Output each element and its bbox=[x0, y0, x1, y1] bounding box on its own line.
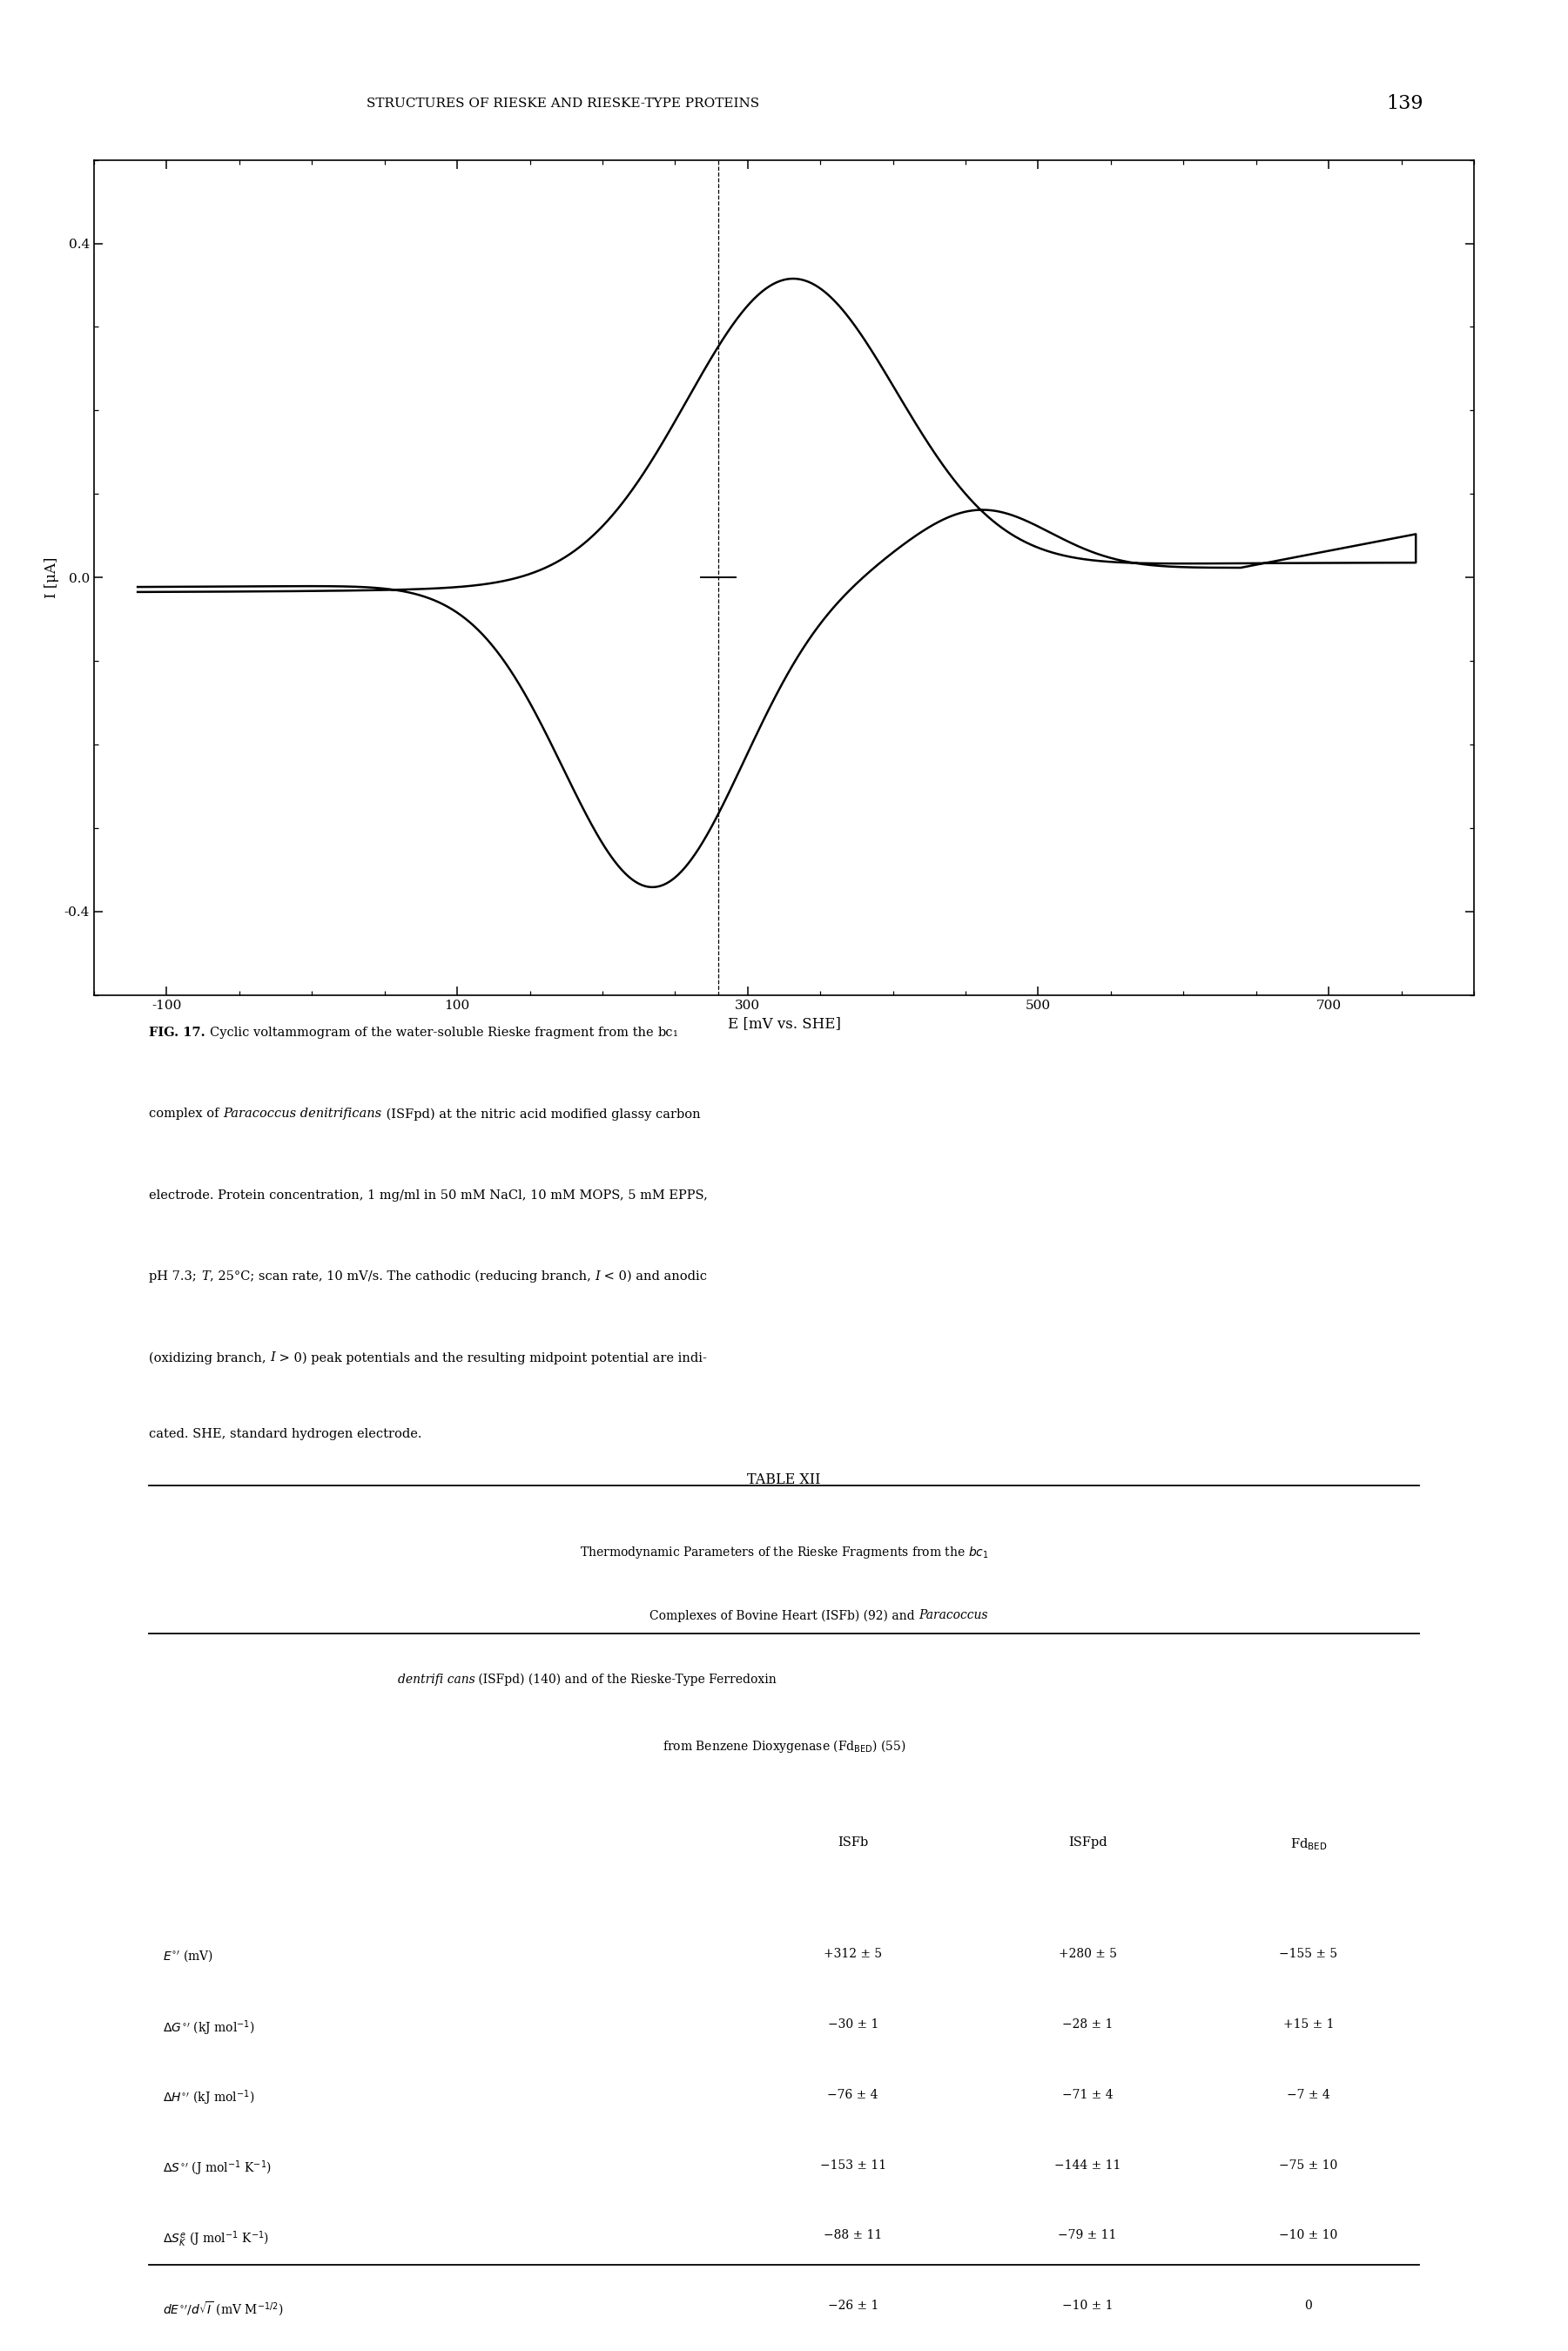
Text: −28 ± 1: −28 ± 1 bbox=[1062, 2020, 1113, 2031]
Text: TABLE XII: TABLE XII bbox=[748, 1472, 820, 1486]
Text: electrode. Protein concentration, 1 mg/ml in 50 mM NaCl, 10 mM MOPS, 5 mM EPPS,: electrode. Protein concentration, 1 mg/m… bbox=[149, 1190, 709, 1201]
Text: −26 ± 1: −26 ± 1 bbox=[828, 2299, 878, 2311]
Text: −88 ± 11: −88 ± 11 bbox=[823, 2229, 883, 2241]
Text: 0: 0 bbox=[1305, 2299, 1312, 2311]
Text: (ISFpd) (140) and of the Rieske-Type Ferredoxin: (ISFpd) (140) and of the Rieske-Type Fer… bbox=[475, 1674, 776, 1686]
Text: $\Delta H^{\circ\prime}$ (kJ mol$^{-1}$): $\Delta H^{\circ\prime}$ (kJ mol$^{-1}$) bbox=[163, 2088, 254, 2106]
Y-axis label: I [μA]: I [μA] bbox=[44, 557, 60, 597]
Text: dentrifi cans: dentrifi cans bbox=[398, 1674, 475, 1686]
Text: Cyclic voltammogram of the water-soluble Rieske fragment from the: Cyclic voltammogram of the water-soluble… bbox=[210, 1027, 657, 1039]
Text: cated. SHE, standard hydrogen electrode.: cated. SHE, standard hydrogen electrode. bbox=[149, 1429, 422, 1441]
Text: Fd$_{\mathrm{BED}}$: Fd$_{\mathrm{BED}}$ bbox=[1290, 1836, 1327, 1853]
Text: Thermodynamic Parameters of the Rieske Fragments from the $bc_1$: Thermodynamic Parameters of the Rieske F… bbox=[580, 1545, 988, 1561]
Text: > 0) peak potentials and the resulting midpoint potential are indi-: > 0) peak potentials and the resulting m… bbox=[276, 1352, 707, 1364]
Text: T: T bbox=[201, 1270, 210, 1284]
Text: −153 ± 11: −153 ± 11 bbox=[820, 2158, 886, 2172]
Text: (oxidizing branch,: (oxidizing branch, bbox=[149, 1352, 271, 1364]
Text: $\Delta S^e_K$ (J mol$^{-1}$ K$^{-1}$): $\Delta S^e_K$ (J mol$^{-1}$ K$^{-1}$) bbox=[163, 2229, 270, 2250]
Text: , 25°C; scan rate, 10 mV/s. The cathodic (reducing branch,: , 25°C; scan rate, 10 mV/s. The cathodic… bbox=[210, 1270, 594, 1284]
Text: −75 ± 10: −75 ± 10 bbox=[1279, 2158, 1338, 2172]
Text: −144 ± 11: −144 ± 11 bbox=[1054, 2158, 1121, 2172]
Text: I: I bbox=[594, 1270, 599, 1284]
Text: +15 ± 1: +15 ± 1 bbox=[1283, 2020, 1334, 2031]
Text: −79 ± 11: −79 ± 11 bbox=[1058, 2229, 1116, 2241]
Text: STRUCTURES OF RIESKE AND RIESKE-TYPE PROTEINS: STRUCTURES OF RIESKE AND RIESKE-TYPE PRO… bbox=[367, 96, 759, 110]
Text: bc: bc bbox=[657, 1027, 673, 1039]
Text: ISFpd: ISFpd bbox=[1068, 1836, 1107, 1848]
Text: I: I bbox=[271, 1352, 276, 1364]
Text: pH 7.3;: pH 7.3; bbox=[149, 1270, 201, 1284]
Text: Complexes of Bovine Heart (ISFb) (92) and: Complexes of Bovine Heart (ISFb) (92) an… bbox=[649, 1610, 919, 1622]
Text: FIG. 17.: FIG. 17. bbox=[149, 1027, 210, 1039]
Text: 139: 139 bbox=[1386, 94, 1424, 113]
Text: +312 ± 5: +312 ± 5 bbox=[823, 1949, 883, 1961]
X-axis label: E [mV vs. SHE]: E [mV vs. SHE] bbox=[728, 1016, 840, 1032]
Text: −155 ± 5: −155 ± 5 bbox=[1279, 1949, 1338, 1961]
Text: −10 ± 10: −10 ± 10 bbox=[1279, 2229, 1338, 2241]
Text: −10 ± 1: −10 ± 1 bbox=[1062, 2299, 1113, 2311]
Text: < 0) and anodic: < 0) and anodic bbox=[599, 1270, 707, 1284]
Text: −71 ± 4: −71 ± 4 bbox=[1062, 2088, 1113, 2102]
Text: from Benzene Dioxygenase (Fd$_{\mathrm{BED}}$) (55): from Benzene Dioxygenase (Fd$_{\mathrm{B… bbox=[662, 1737, 906, 1754]
Text: ISFb: ISFb bbox=[837, 1836, 869, 1848]
Text: (ISFpd) at the nitric acid modified glassy carbon: (ISFpd) at the nitric acid modified glas… bbox=[383, 1107, 701, 1121]
Text: Paracoccus denitrificans: Paracoccus denitrificans bbox=[223, 1107, 383, 1119]
Text: Complexes of Bovine Heart (ISFb) (92) and: Complexes of Bovine Heart (ISFb) (92) an… bbox=[649, 1610, 919, 1622]
Text: Paracoccus: Paracoccus bbox=[919, 1610, 988, 1622]
Text: ₁: ₁ bbox=[673, 1027, 677, 1039]
Text: +280 ± 5: +280 ± 5 bbox=[1058, 1949, 1116, 1961]
Text: −7 ± 4: −7 ± 4 bbox=[1287, 2088, 1330, 2102]
Text: $\Delta G^{\circ\prime}$ (kJ mol$^{-1}$): $\Delta G^{\circ\prime}$ (kJ mol$^{-1}$) bbox=[163, 2020, 256, 2038]
Text: $dE^{\circ\prime}/d\sqrt{I}$ (mV M$^{-1/2}$): $dE^{\circ\prime}/d\sqrt{I}$ (mV M$^{-1/… bbox=[163, 2299, 284, 2318]
Text: $E^{\circ\prime}$ (mV): $E^{\circ\prime}$ (mV) bbox=[163, 1949, 213, 1963]
Text: −76 ± 4: −76 ± 4 bbox=[828, 2088, 878, 2102]
Text: −30 ± 1: −30 ± 1 bbox=[828, 2020, 878, 2031]
Text: complex of: complex of bbox=[149, 1107, 223, 1119]
Text: $\Delta S^{\circ\prime}$ (J mol$^{-1}$ K$^{-1}$): $\Delta S^{\circ\prime}$ (J mol$^{-1}$ K… bbox=[163, 2158, 271, 2177]
